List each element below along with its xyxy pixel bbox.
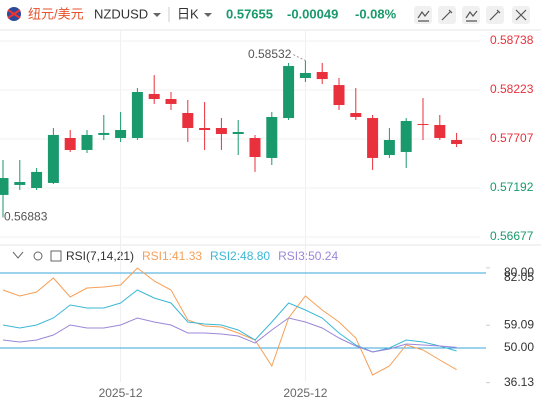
candle-body <box>383 139 395 156</box>
candle-body <box>232 132 244 135</box>
candle-body <box>215 128 227 135</box>
candle-body <box>333 85 345 106</box>
rsi-line <box>2 317 457 353</box>
legend-entry: RSI1:41.33 <box>142 249 202 263</box>
y-tick-label: 59.09 <box>504 317 534 331</box>
caret[interactable] <box>153 13 161 17</box>
max-marker <box>293 54 306 62</box>
y-tick-label: 82.05 <box>504 270 534 284</box>
candle-body <box>283 66 295 119</box>
y-tick-label: 0.56677 <box>490 229 534 243</box>
grid-icon[interactable] <box>50 250 62 262</box>
legend-entry: RSI3:50.24 <box>278 249 338 263</box>
candle-body <box>350 112 362 117</box>
candle-body <box>316 72 328 80</box>
toolbar <box>414 6 530 24</box>
candle-body <box>14 182 26 185</box>
candle-body <box>266 116 278 158</box>
flag-cross <box>7 9 21 19</box>
candle-body <box>31 171 43 188</box>
y-tick-label: 36.13 <box>504 375 534 389</box>
rsi-line <box>2 289 457 353</box>
y-tick-label: 0.58223 <box>490 82 534 96</box>
tool-button[interactable] <box>462 6 480 24</box>
rsi-line <box>2 267 457 376</box>
price: 0.57655 <box>226 6 273 21</box>
candle-body <box>115 130 127 138</box>
header: 纽元/美元 NZDUSD 日K 0.57655 -0.00049 -0.08% <box>0 6 541 31</box>
candle-body <box>434 124 446 138</box>
pair-name: 纽元/美元 <box>28 6 84 21</box>
candle-body <box>367 118 379 158</box>
candle-body <box>165 99 177 104</box>
y-tick-label: 0.57707 <box>490 131 534 145</box>
y-tick-label: 0.57192 <box>490 180 534 194</box>
candle-body <box>400 120 412 152</box>
candle-body <box>0 178 9 195</box>
x-tick-label: 2025-12 <box>99 386 143 400</box>
ref-label: 80.00 <box>504 265 534 279</box>
tool-icon <box>489 9 501 21</box>
tool-icon <box>417 10 430 22</box>
candle-body <box>64 137 76 150</box>
change-pct: -0.08% <box>355 6 397 21</box>
candle-body <box>182 112 194 129</box>
caret[interactable] <box>204 13 212 17</box>
candle-body <box>47 134 59 183</box>
candle-body <box>148 93 160 100</box>
candle-body <box>98 132 110 135</box>
tool-icon <box>441 9 453 21</box>
candle-body <box>417 124 429 126</box>
max-label: 0.58532 <box>248 47 292 61</box>
candle-body <box>451 139 463 144</box>
legend-entry: RSI2:48.80 <box>210 249 270 263</box>
candle-body <box>249 137 261 158</box>
candle-body <box>81 134 93 150</box>
x-tick-label: 2025-12 <box>283 386 327 400</box>
tool-button[interactable] <box>414 6 432 24</box>
ref-label: 50.00 <box>504 340 534 354</box>
indicator-header: RSI(7,14,21) <box>12 249 134 263</box>
tool-icon <box>515 9 527 21</box>
min-label: 0.56883 <box>4 210 48 224</box>
change: -0.00049 <box>287 6 338 21</box>
period[interactable]: 日K <box>177 6 199 21</box>
y-tick-label: 0.58738 <box>490 33 534 47</box>
tool-icon <box>465 10 478 22</box>
candle-body <box>299 72 311 79</box>
settings-icon[interactable] <box>33 251 43 261</box>
collapse-icon[interactable] <box>12 251 24 259</box>
candle-body <box>199 128 211 131</box>
indicator-title: RSI(7,14,21) <box>66 249 134 263</box>
symbol[interactable]: NZDUSD <box>94 6 148 21</box>
candle-body <box>131 91 143 138</box>
